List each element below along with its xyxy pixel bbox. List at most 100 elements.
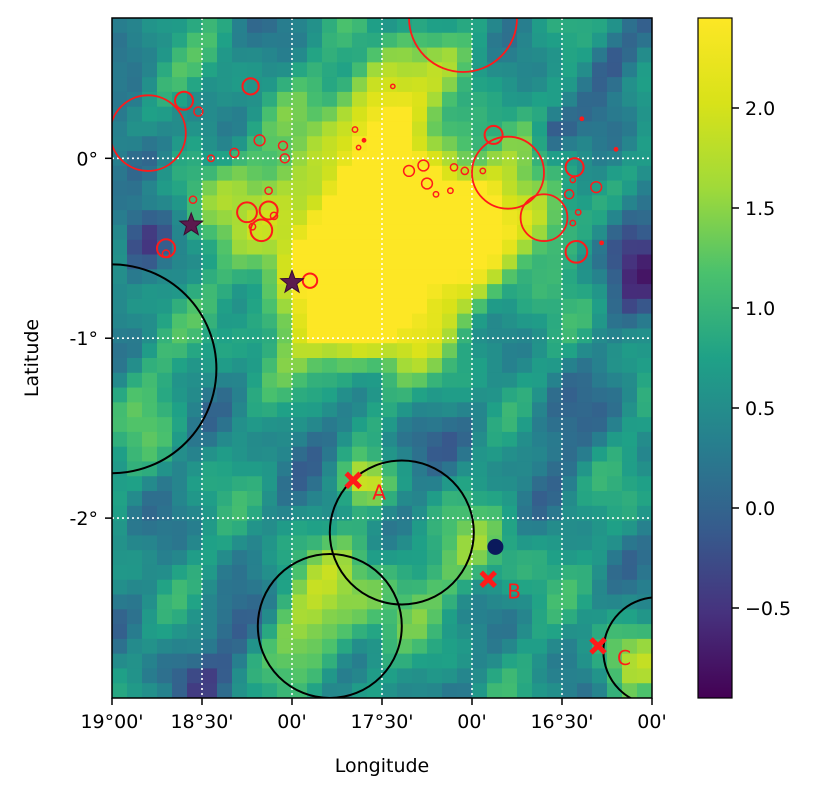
heatmap-cell (157, 284, 173, 300)
heatmap-cell (322, 106, 338, 123)
heatmap-cell (187, 47, 203, 63)
catalog-circle-red (417, 159, 430, 172)
heatmap-cell (577, 461, 593, 477)
heatmap-cell (412, 461, 428, 477)
heatmap-cell (577, 520, 593, 536)
heatmap-cell (517, 461, 533, 477)
heatmap-cell (442, 47, 458, 63)
heatmap-cell (607, 91, 623, 108)
heatmap-cell (367, 343, 383, 359)
heatmap-cell (382, 328, 398, 344)
heatmap-cell (277, 77, 293, 93)
heatmap-cell (592, 32, 608, 49)
heatmap-cell (187, 476, 203, 492)
heatmap-cell (352, 638, 368, 655)
heatmap-cell (547, 446, 563, 463)
heatmap-cell (352, 564, 368, 581)
heatmap-cell (277, 343, 293, 359)
heatmap-cell (112, 18, 128, 34)
heatmap-cell (127, 594, 143, 610)
heatmap-cell (157, 313, 173, 330)
heatmap-cell (262, 298, 278, 315)
heatmap-cell (157, 210, 173, 226)
heatmap-cell (592, 476, 608, 492)
heatmap-cell (367, 32, 383, 49)
heatmap-cell (472, 476, 488, 492)
heatmap-cell (307, 313, 323, 330)
heatmap-cell (277, 520, 293, 536)
heatmap-cell (517, 358, 533, 374)
heatmap-cell (442, 446, 458, 463)
heatmap-cell (412, 491, 428, 507)
heatmap-cell (622, 638, 638, 655)
heatmap-cell (187, 609, 203, 625)
heatmap-cell (142, 106, 158, 123)
heatmap-cell (472, 180, 488, 196)
heatmap-cell (202, 653, 218, 670)
heatmap-cell (367, 505, 383, 522)
navy-point (487, 538, 504, 555)
heatmap-cell (472, 387, 488, 403)
heatmap-cell (502, 136, 518, 152)
heatmap-cell (247, 683, 263, 698)
heatmap-cell (277, 180, 293, 196)
heatmap-cell (637, 446, 652, 463)
heatmap-cell (187, 638, 203, 655)
heatmap-cell (352, 224, 368, 241)
heatmap-cell (307, 683, 323, 698)
heatmap-cell (172, 594, 188, 610)
heatmap-cell (172, 491, 188, 507)
heatmap-cell (607, 254, 623, 270)
heatmap-cell (397, 638, 413, 655)
heatmap-cell (457, 328, 473, 344)
heatmap-cell (607, 47, 623, 63)
heatmap-cell (262, 638, 278, 655)
heatmap-cell (142, 47, 158, 63)
heatmap-cell (217, 417, 233, 433)
heatmap-cell (442, 417, 458, 433)
heatmap-cell (337, 18, 353, 34)
heatmap-cell (232, 358, 248, 374)
heatmap-cell (202, 165, 218, 182)
heatmap-cell (112, 579, 128, 596)
colorbar-gradient (697, 17, 733, 699)
heatmap-cell (532, 224, 548, 241)
heatmap-cell (382, 417, 398, 433)
heatmap-cell (412, 343, 428, 359)
heatmap-cell (247, 402, 263, 418)
heatmap-cell (292, 136, 308, 152)
heatmap-cell (367, 417, 383, 433)
red-dot (613, 146, 619, 152)
heatmap-cell (232, 550, 248, 566)
heatmap-cell (217, 180, 233, 196)
heatmap-cell (517, 653, 533, 670)
heatmap-cell (202, 210, 218, 226)
heatmap-cell (322, 62, 338, 78)
heatmap-cell (547, 668, 563, 684)
heatmap-cell (412, 151, 428, 167)
heatmap-cell (277, 446, 293, 463)
heatmap-cell (457, 151, 473, 167)
heatmap-cell (412, 653, 428, 670)
heatmap-cell (337, 446, 353, 463)
catalog-circle-red (188, 195, 198, 205)
heatmap-cell (322, 121, 338, 137)
heatmap-cell (607, 476, 623, 492)
heatmap-cell (397, 62, 413, 78)
heatmap-cell (142, 77, 158, 93)
heatmap-cell (547, 579, 563, 596)
heatmap-cell (607, 18, 623, 34)
heatmap-cell (127, 417, 143, 433)
heatmap-cell (292, 653, 308, 670)
heatmap-cell (502, 328, 518, 344)
heatmap-cell (592, 491, 608, 507)
heatmap-cell (172, 372, 188, 389)
heatmap-cell (232, 653, 248, 670)
heatmap-cell (307, 535, 323, 551)
heatmap-cell (622, 491, 638, 507)
heatmap-cell (472, 91, 488, 108)
heatmap-cell (157, 62, 173, 78)
heatmap-cell (397, 668, 413, 684)
heatmap-cell (382, 106, 398, 123)
heatmap-cell (562, 210, 578, 226)
